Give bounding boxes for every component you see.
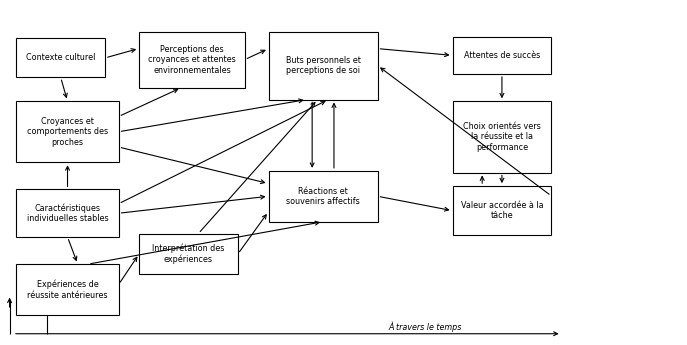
Text: Buts personnels et
perceptions de soi: Buts personnels et perceptions de soi <box>286 56 361 75</box>
FancyBboxPatch shape <box>453 101 552 172</box>
FancyBboxPatch shape <box>269 32 378 99</box>
Text: Réactions et
souvenirs affectifs: Réactions et souvenirs affectifs <box>286 187 360 206</box>
FancyBboxPatch shape <box>16 264 119 315</box>
Text: Croyances et
comportements des
proches: Croyances et comportements des proches <box>27 117 108 147</box>
FancyBboxPatch shape <box>269 171 378 222</box>
Text: Caractéristiques
individuelles stables: Caractéristiques individuelles stables <box>27 203 109 223</box>
FancyBboxPatch shape <box>453 186 552 235</box>
Text: Perceptions des
croyances et attentes
environnementales: Perceptions des croyances et attentes en… <box>148 45 236 75</box>
Text: Contexte culturel: Contexte culturel <box>26 53 95 62</box>
Text: Valeur accordée à la
tâche: Valeur accordée à la tâche <box>460 201 543 220</box>
Text: Attentes de succès: Attentes de succès <box>464 51 540 60</box>
FancyBboxPatch shape <box>16 189 119 237</box>
FancyBboxPatch shape <box>139 234 238 274</box>
Text: À travers le temps: À travers le temps <box>389 322 462 332</box>
FancyBboxPatch shape <box>16 38 105 78</box>
Text: Choix orientés vers
la réussite et la
performance: Choix orientés vers la réussite et la pe… <box>463 122 541 152</box>
Text: Interprétation des
expériences: Interprétation des expériences <box>153 244 225 264</box>
FancyBboxPatch shape <box>139 32 245 88</box>
FancyBboxPatch shape <box>16 101 119 162</box>
FancyBboxPatch shape <box>453 37 552 74</box>
Text: Expériences de
réussite antérieures: Expériences de réussite antérieures <box>27 280 108 299</box>
